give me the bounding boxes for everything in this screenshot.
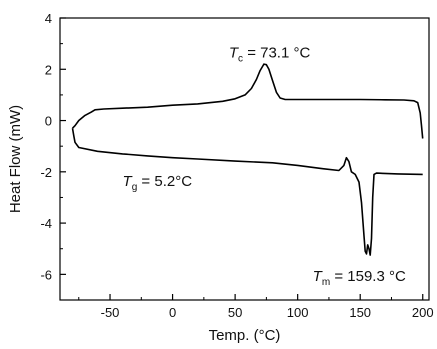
x-axis-title: Temp. (°C) — [209, 327, 281, 344]
y-axis-title: Heat Flow (mW) — [7, 105, 24, 213]
x-tick-label: 200 — [412, 305, 434, 320]
y-tick-label: -6 — [40, 267, 52, 282]
x-tick-label: 0 — [169, 305, 176, 320]
y-tick-label: -4 — [40, 216, 52, 231]
annotation-g: Tg = 5.2°C — [123, 173, 193, 193]
axes: -50 0 50 100 150 200 4 2 0 -2 -4 -6 — [40, 11, 433, 320]
series-line-2 — [71, 128, 423, 256]
x-tick-label: -50 — [101, 305, 120, 320]
annotation-m: Tm = 159.3 °C — [313, 268, 406, 288]
y-tick-label: 2 — [45, 62, 52, 77]
x-tick-label: 150 — [349, 305, 371, 320]
plot-area: Tc = 73.1 °C Tg = 5.2°C Tm = 159.3 °C — [71, 45, 424, 288]
annotation-c: Tc = 73.1 °C — [229, 45, 311, 65]
x-tick-label: 50 — [228, 305, 242, 320]
series-line-1 — [71, 63, 424, 139]
y-tick-label: 0 — [45, 114, 52, 129]
y-tick-label: 4 — [45, 11, 52, 26]
x-tick-label: 100 — [287, 305, 309, 320]
y-tick-label: -2 — [40, 165, 52, 180]
plot-frame — [59, 17, 430, 301]
labels: Temp. (°C) Heat Flow (mW) — [7, 105, 280, 344]
